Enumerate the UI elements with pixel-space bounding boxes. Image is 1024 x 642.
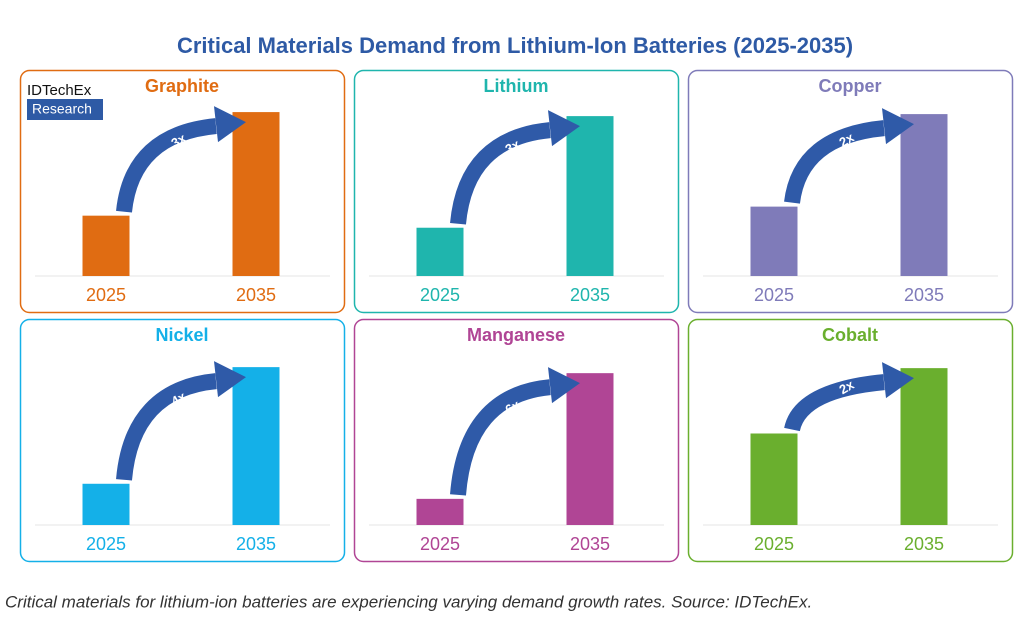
x-tick-label: 2025 — [420, 285, 460, 305]
panel-title: Cobalt — [822, 325, 878, 345]
x-tick-label: 2035 — [904, 285, 944, 305]
logo: IDTechEx Research — [27, 82, 103, 120]
bar — [82, 215, 130, 276]
logo-tag: Research — [32, 101, 92, 117]
growth-arrow — [116, 373, 217, 481]
growth-arrow — [784, 374, 885, 432]
bar — [232, 112, 280, 276]
panel-title: Copper — [819, 76, 882, 96]
growth-arrow — [450, 122, 551, 225]
panel-title: Manganese — [467, 325, 565, 345]
logo-badge — [27, 99, 103, 120]
caption: Critical materials for lithium-ion batte… — [5, 592, 812, 611]
growth-arrow — [784, 120, 885, 204]
bar — [232, 367, 280, 525]
x-tick-label: 2035 — [570, 285, 610, 305]
x-tick-label: 2035 — [236, 534, 276, 554]
growth-arrow-head — [882, 108, 914, 145]
x-tick-label: 2035 — [570, 534, 610, 554]
growth-arrow-head — [548, 110, 580, 147]
bar — [416, 498, 464, 525]
x-tick-label: 2025 — [86, 534, 126, 554]
logo-name: IDTechEx — [27, 82, 92, 99]
growth-arrow — [450, 379, 551, 496]
bar — [750, 433, 798, 525]
bar — [900, 368, 948, 525]
panel-title: Graphite — [145, 76, 219, 96]
bar — [566, 116, 614, 276]
growth-arrow-head — [214, 106, 246, 143]
bar — [566, 373, 614, 525]
x-tick-label: 2035 — [904, 534, 944, 554]
x-tick-label: 2025 — [86, 285, 126, 305]
x-tick-label: 2035 — [236, 285, 276, 305]
bar — [416, 227, 464, 276]
bar — [750, 206, 798, 276]
x-tick-label: 2025 — [754, 285, 794, 305]
main-title: Critical Materials Demand from Lithium-I… — [177, 33, 853, 58]
bar — [900, 114, 948, 276]
growth-arrow-head — [882, 362, 914, 399]
growth-arrow-head — [214, 361, 246, 398]
panel-title: Nickel — [155, 325, 208, 345]
growth-arrow-head — [548, 367, 580, 404]
bar — [82, 483, 130, 525]
panel-title: Lithium — [484, 76, 549, 96]
growth-arrow — [116, 118, 217, 213]
x-tick-label: 2025 — [420, 534, 460, 554]
x-tick-label: 2025 — [754, 534, 794, 554]
